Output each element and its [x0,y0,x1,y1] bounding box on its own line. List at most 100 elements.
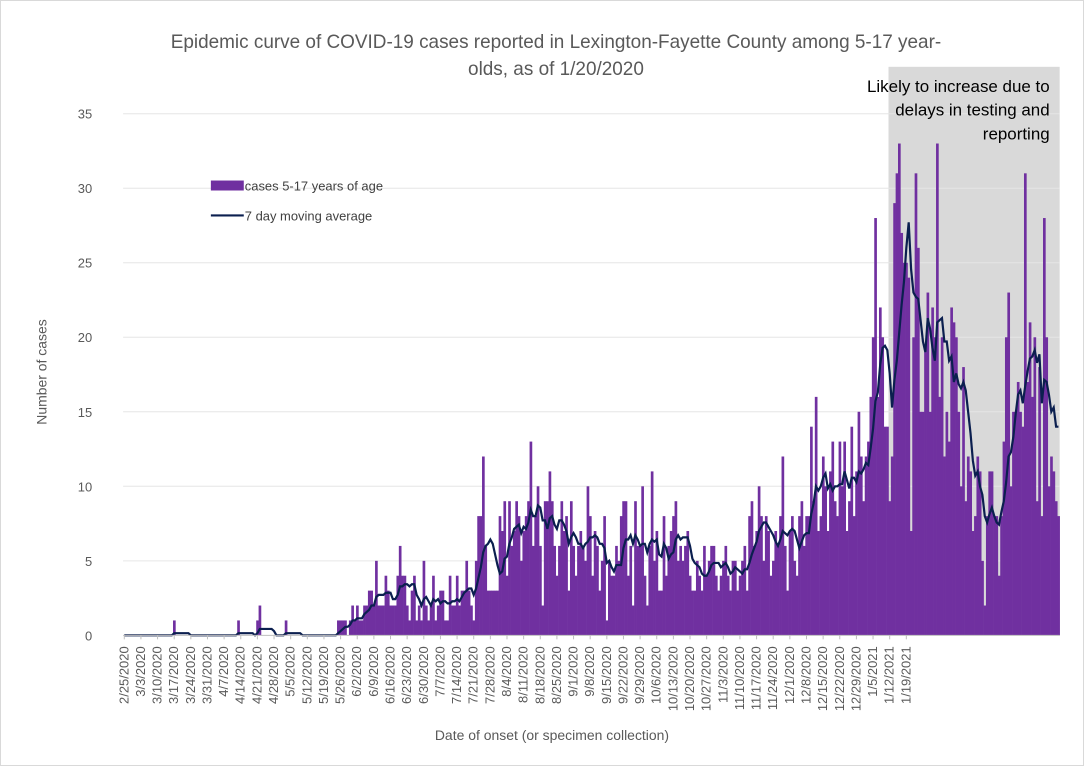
x-tick-label: 8/25/2020 [549,646,564,704]
bar [515,501,518,636]
bar [1043,218,1046,636]
x-tick-label: 7/28/2020 [482,646,497,704]
x-tick-label: 10/6/2020 [649,646,664,704]
bar [712,545,716,636]
bar [384,575,388,636]
bar [693,590,697,636]
bar [505,575,509,636]
bar [857,411,861,636]
legend-bar-label: cases 5-17 years of age [245,179,383,194]
bar [707,560,711,636]
bar [403,575,407,636]
x-tick-label: 12/1/2020 [782,646,797,704]
bar [776,545,780,636]
bar [577,545,580,636]
bar [536,486,540,636]
bar [971,531,975,636]
bar [919,411,923,636]
bar [569,501,573,636]
bar [755,531,759,636]
bar [555,575,559,636]
bar [974,516,977,636]
bar [643,575,647,636]
bar [591,575,595,636]
bar [890,456,894,636]
bar [653,560,656,636]
bar [1033,337,1037,636]
y-tick-label: 5 [85,554,92,569]
bar [878,307,882,636]
x-tick-label: 9/29/2020 [632,646,647,704]
bar [976,456,980,636]
bar [391,605,395,636]
bar [410,590,414,636]
bar [417,605,421,636]
bar [627,575,630,636]
y-gridlines [123,113,1060,562]
bar [617,560,621,636]
bar [1000,516,1003,636]
bar [465,560,469,636]
bar [508,501,511,636]
bar [408,620,412,636]
bar [983,605,987,636]
bar [615,545,618,636]
bar [926,292,930,636]
bar [258,605,262,636]
bar [672,516,675,636]
bar [622,501,625,636]
bar [520,560,523,636]
bar [1009,486,1013,636]
delay-annotation: Likely to increase due to delays in test… [867,77,1050,144]
bar [883,426,887,636]
bar [931,307,934,636]
bar [424,605,428,636]
bar [722,560,725,636]
bar [807,516,811,636]
bar [945,411,949,636]
bar [921,411,925,636]
x-tick-label: 4/14/2020 [233,646,248,704]
bar [698,575,702,636]
bar [753,545,756,636]
x-tick-label: 12/15/2020 [815,646,830,711]
bar [522,531,526,636]
bar [517,516,521,636]
bar [895,173,899,636]
legend: cases 5-17 years of age 7 day moving ave… [210,179,383,223]
bar [791,516,794,636]
x-tick-label: 4/7/2020 [216,646,231,696]
bar [510,545,514,636]
bar [553,545,557,636]
bar [496,590,499,636]
bar [852,516,856,636]
bar [631,605,635,636]
bar [869,396,873,636]
x-tick-label: 5/5/2020 [283,646,298,696]
x-tick-label: 3/17/2020 [166,646,181,704]
bar [531,545,535,636]
bar [988,471,992,636]
bar [717,590,721,636]
x-tick-label: 3/3/2020 [133,646,148,696]
bar [990,471,994,636]
x-tick-label: 6/9/2020 [366,646,381,696]
x-tick-label: 7/21/2020 [466,646,481,704]
bar [662,516,666,636]
bar [917,247,920,636]
bar [429,605,433,636]
bar [1057,516,1060,636]
bar [700,590,704,636]
bar [596,545,599,636]
bar [550,501,554,636]
bar [441,590,445,636]
bar [772,560,775,636]
bar [463,590,466,636]
bar [729,590,732,636]
x-tick-label: 8/18/2020 [532,646,547,704]
y-tick-label: 15 [78,405,92,420]
bar [964,501,968,636]
bar [938,396,942,636]
bar [367,590,371,636]
bar [703,545,706,636]
